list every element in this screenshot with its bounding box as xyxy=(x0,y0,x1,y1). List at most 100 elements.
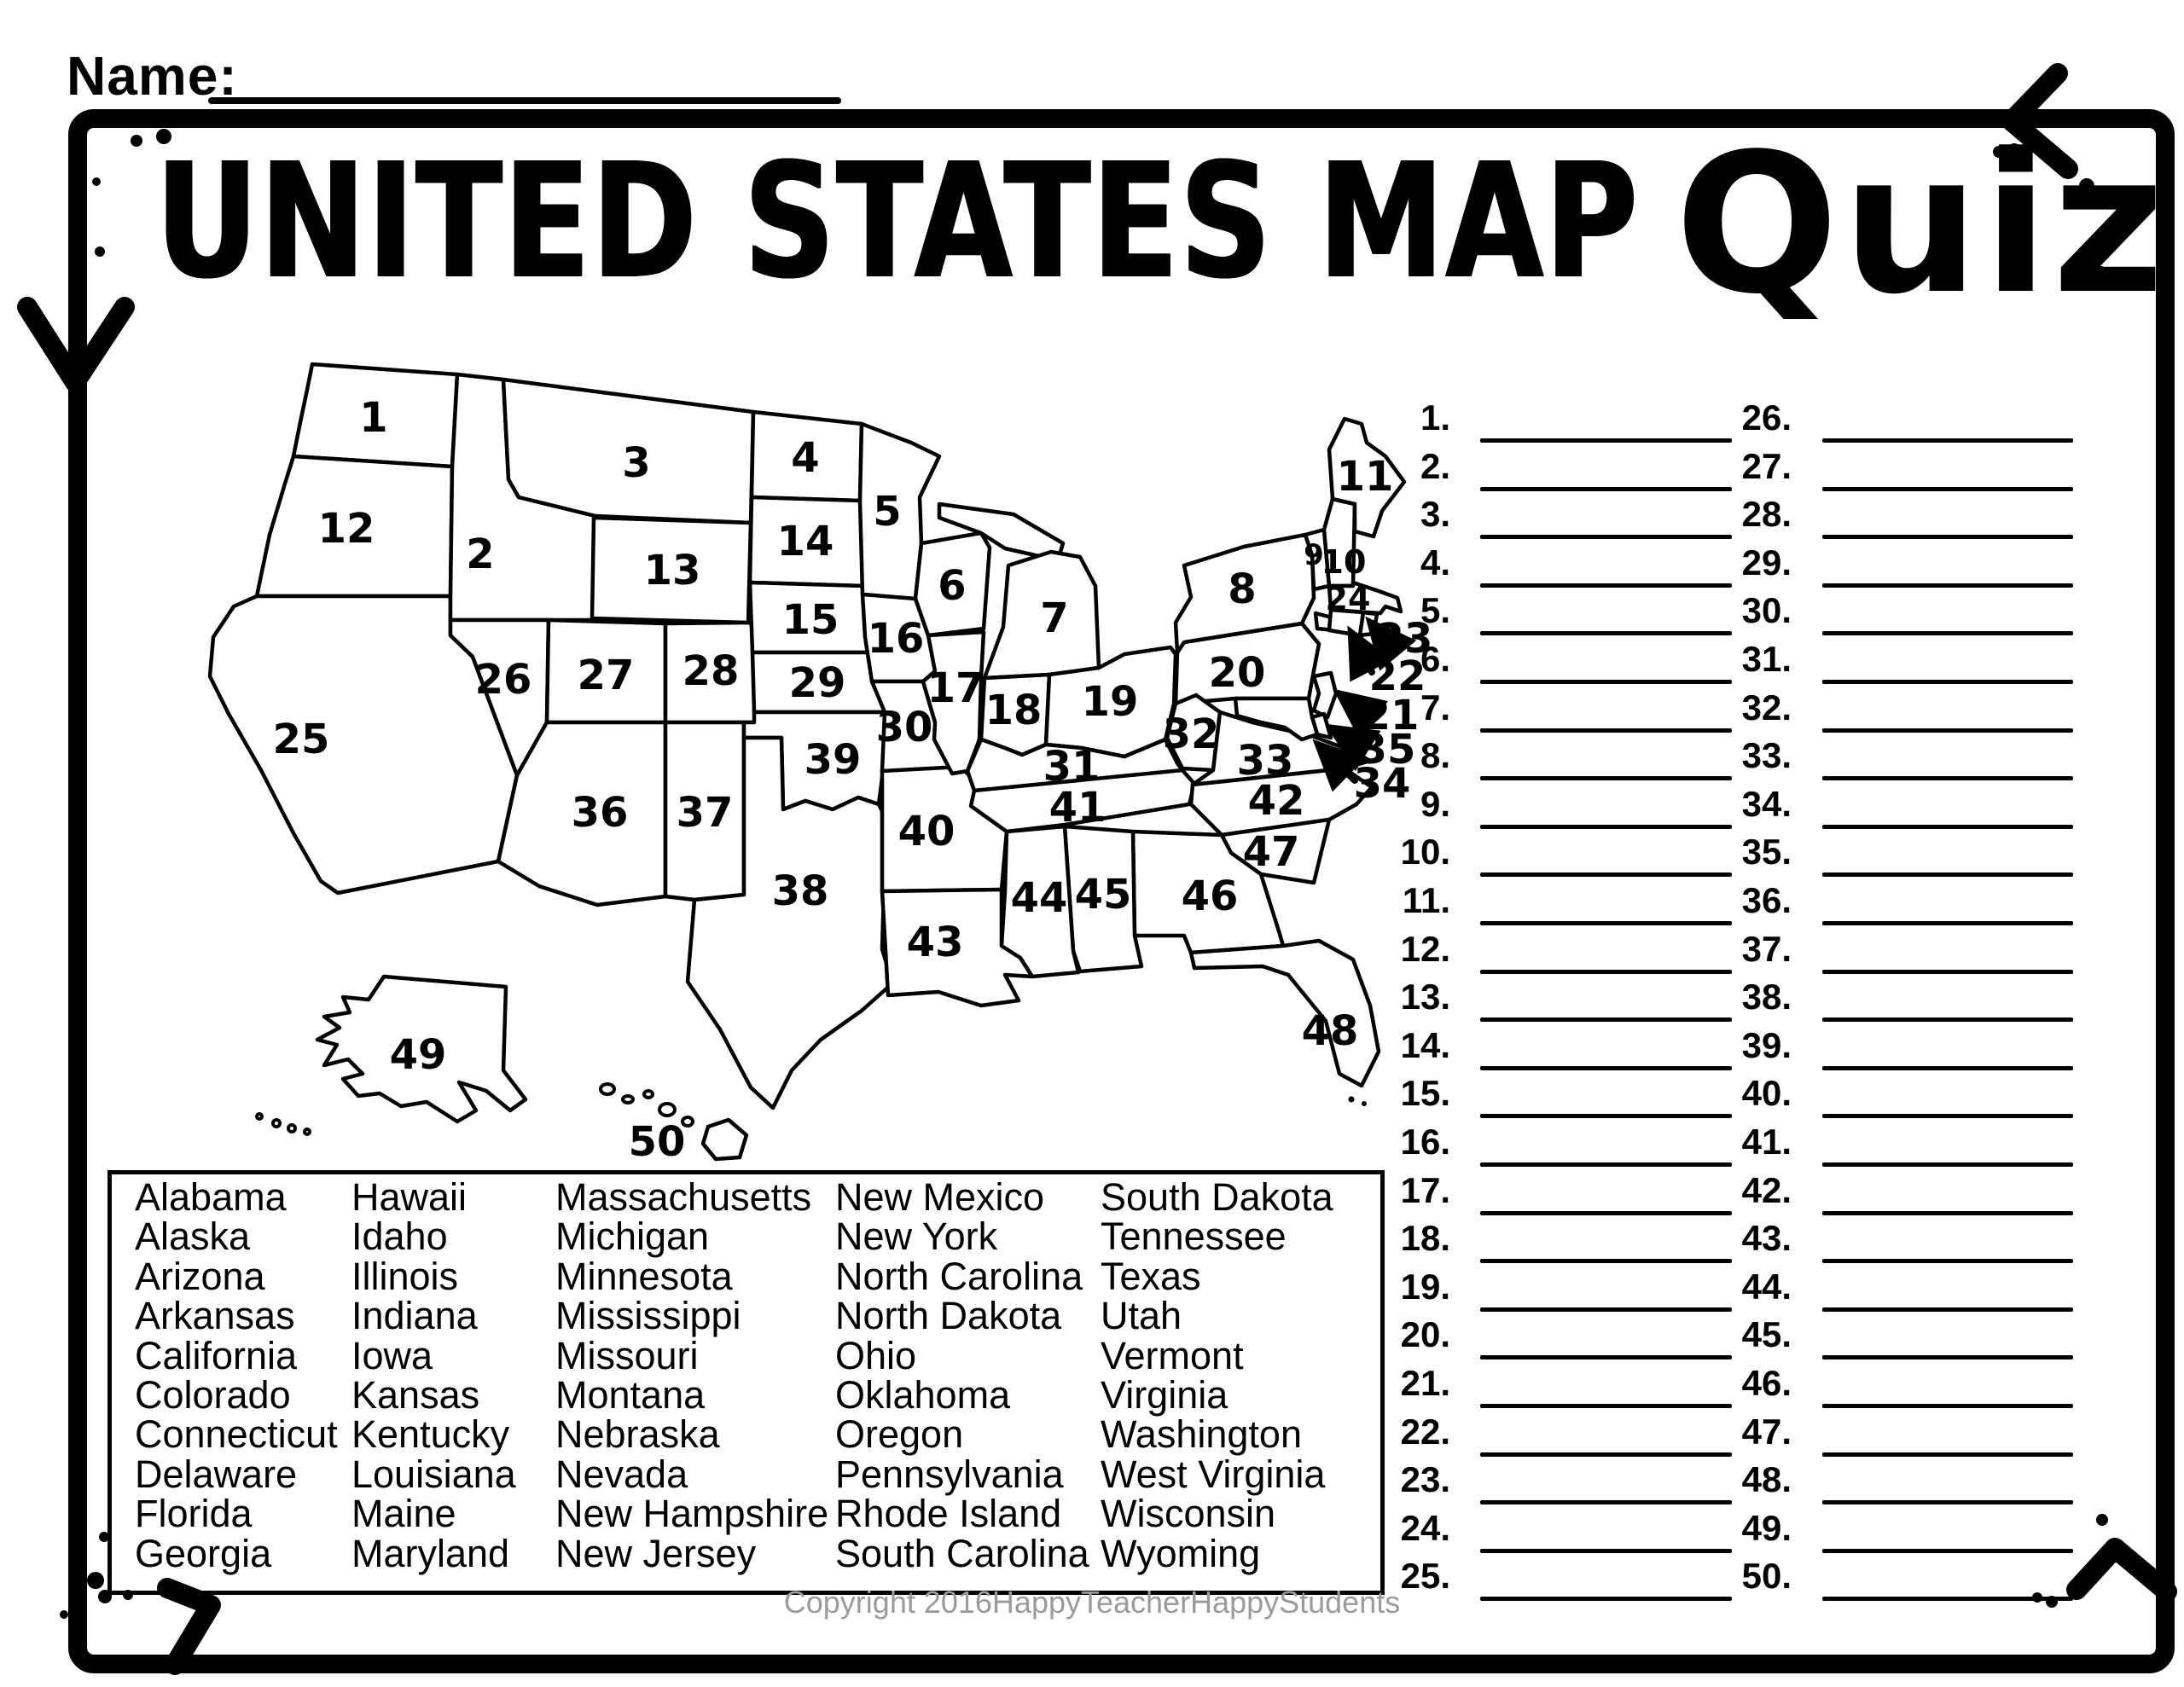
answer-blank-2[interactable] xyxy=(1480,486,1732,491)
word-bank-state: Pennsylvania xyxy=(835,1452,1064,1496)
answer-blank-15[interactable] xyxy=(1480,1114,1732,1119)
state-7-michigan-upper xyxy=(937,501,1066,563)
answer-blank-7[interactable] xyxy=(1480,728,1732,733)
word-bank-state: Kentucky xyxy=(351,1412,510,1457)
map-number-24: 24 xyxy=(1326,580,1371,617)
answer-blank-4[interactable] xyxy=(1480,583,1732,588)
answer-blank-37[interactable] xyxy=(1822,969,2073,974)
answer-blank-8[interactable] xyxy=(1480,776,1732,781)
answer-blank-5[interactable] xyxy=(1480,631,1732,636)
answer-blank-39[interactable] xyxy=(1822,1065,2073,1070)
answer-number-9: 9. xyxy=(1420,783,1450,824)
answer-blank-49[interactable] xyxy=(1822,1548,2073,1553)
answer-blank-47[interactable] xyxy=(1822,1452,2073,1457)
map-number-46: 46 xyxy=(1182,872,1239,920)
answer-number-41: 41. xyxy=(1741,1122,1792,1162)
map-number-9: 9 xyxy=(1304,538,1324,572)
answer-blank-41[interactable] xyxy=(1822,1162,2073,1167)
worksheet-frame xyxy=(68,109,2175,1673)
word-bank-state: Nevada xyxy=(555,1452,688,1496)
answer-blank-1[interactable] xyxy=(1480,438,1732,443)
word-bank-state: Oklahoma xyxy=(835,1373,1011,1417)
word-bank-state: Nebraska xyxy=(555,1412,720,1457)
answer-blank-34[interactable] xyxy=(1822,824,2073,829)
answer-blank-9[interactable] xyxy=(1480,824,1732,829)
word-bank-state: New Jersey xyxy=(555,1531,757,1575)
answer-blank-16[interactable] xyxy=(1480,1162,1732,1167)
answer-blank-19[interactable] xyxy=(1480,1307,1732,1312)
answer-blank-13[interactable] xyxy=(1480,1017,1732,1023)
answer-blank-44[interactable] xyxy=(1822,1307,2073,1312)
state-11-maine xyxy=(1327,416,1407,539)
aleutian-island xyxy=(287,1123,297,1133)
answer-blank-45[interactable] xyxy=(1822,1355,2073,1360)
answer-blank-26[interactable] xyxy=(1822,438,2073,443)
word-bank-state: Louisiana xyxy=(351,1452,516,1496)
word-bank-state: Washington xyxy=(1101,1412,1302,1457)
answer-blank-6[interactable] xyxy=(1480,680,1732,684)
map-number-32: 32 xyxy=(1163,710,1220,758)
answer-blank-10[interactable] xyxy=(1480,872,1732,878)
callout-arrow-34 xyxy=(1312,739,1366,792)
map-number-10: 10 xyxy=(1321,543,1367,581)
answer-blank-21[interactable] xyxy=(1480,1404,1732,1408)
map-number-50: 50 xyxy=(629,1118,686,1166)
answer-blank-28[interactable] xyxy=(1822,535,2073,540)
map-number-18: 18 xyxy=(985,687,1043,734)
word-bank-state: North Dakota xyxy=(835,1294,1062,1338)
name-input-line[interactable] xyxy=(208,97,841,104)
answer-blank-50[interactable] xyxy=(1822,1597,2073,1602)
answer-blank-27[interactable] xyxy=(1822,486,2073,491)
answer-blank-46[interactable] xyxy=(1822,1404,2073,1408)
state-48-florida xyxy=(1188,938,1381,1088)
answer-blank-24[interactable] xyxy=(1480,1548,1732,1553)
map-number-14: 14 xyxy=(777,518,834,565)
word-bank-state: Idaho xyxy=(351,1215,448,1259)
answer-blank-3[interactable] xyxy=(1480,535,1732,540)
word-bank-state: Virginia xyxy=(1101,1373,1228,1417)
answer-blank-36[interactable] xyxy=(1822,921,2073,925)
answer-blank-25[interactable] xyxy=(1480,1597,1732,1602)
word-bank-state: Florida xyxy=(135,1492,253,1536)
answer-number-24: 24. xyxy=(1400,1507,1450,1548)
answer-blank-17[interactable] xyxy=(1480,1210,1732,1215)
answer-blank-18[interactable] xyxy=(1480,1259,1732,1264)
answer-blank-22[interactable] xyxy=(1480,1452,1732,1457)
answer-number-23: 23. xyxy=(1400,1459,1450,1500)
map-number-28: 28 xyxy=(682,647,740,695)
answer-blank-23[interactable] xyxy=(1480,1500,1732,1505)
map-number-34: 34 xyxy=(1354,760,1411,808)
state-21-new-jersey xyxy=(1311,670,1339,720)
answer-blank-12[interactable] xyxy=(1480,969,1732,974)
answer-blank-31[interactable] xyxy=(1822,680,2073,684)
title-accent: Quiz xyxy=(1675,113,2169,337)
map-number-49: 49 xyxy=(390,1031,447,1079)
answer-blank-29[interactable] xyxy=(1822,583,2073,588)
answer-blank-42[interactable] xyxy=(1822,1210,2073,1215)
answer-blank-30[interactable] xyxy=(1822,631,2073,636)
map-number-33: 33 xyxy=(1237,737,1294,785)
answer-blank-40[interactable] xyxy=(1822,1114,2073,1119)
answer-blank-35[interactable] xyxy=(1822,872,2073,878)
answer-number-47: 47. xyxy=(1741,1411,1792,1452)
answer-blank-48[interactable] xyxy=(1822,1500,2073,1505)
map-number-45: 45 xyxy=(1075,871,1132,919)
word-bank-state: Maryland xyxy=(351,1531,510,1575)
map-number-41: 41 xyxy=(1049,784,1107,832)
state-34-maryland xyxy=(1233,696,1320,742)
aleutian-island xyxy=(271,1118,282,1128)
answer-blank-38[interactable] xyxy=(1822,1017,2073,1023)
answer-number-2: 2. xyxy=(1420,445,1450,486)
map-number-5: 5 xyxy=(873,488,901,536)
answer-blank-14[interactable] xyxy=(1480,1065,1732,1070)
answer-blank-20[interactable] xyxy=(1480,1355,1732,1360)
answer-blank-43[interactable] xyxy=(1822,1259,2073,1264)
answer-blank-11[interactable] xyxy=(1480,921,1732,925)
answer-number-43: 43. xyxy=(1741,1218,1792,1259)
answer-blank-33[interactable] xyxy=(1822,776,2073,781)
answer-blank-32[interactable] xyxy=(1822,728,2073,733)
answer-number-15: 15. xyxy=(1400,1073,1450,1114)
word-bank-state: South Dakota xyxy=(1101,1175,1333,1219)
word-bank-state: Tennessee xyxy=(1101,1215,1287,1259)
florida-keys xyxy=(1362,1101,1367,1106)
